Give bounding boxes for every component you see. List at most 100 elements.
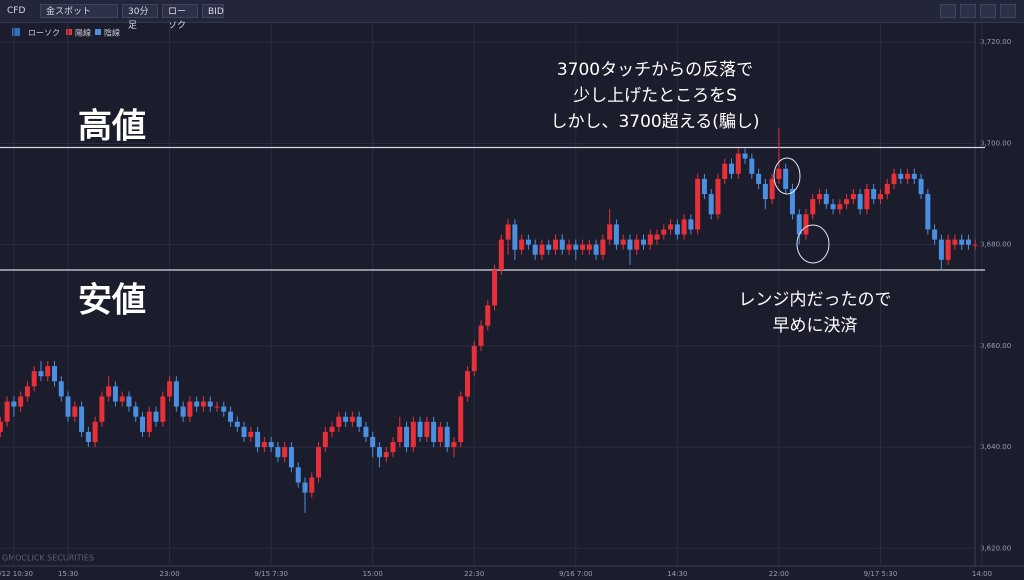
y-tick-label: 3,660.00 (980, 342, 1011, 350)
candle-body (837, 204, 843, 210)
timeframe-select[interactable]: 30分足 (122, 4, 158, 31)
candle-body (830, 204, 836, 210)
candle-body (613, 224, 619, 245)
price-type-select[interactable]: BID (202, 4, 224, 18)
candle-body (674, 224, 680, 235)
candle-body (783, 168, 789, 189)
candle-body (539, 244, 545, 255)
candle-body (397, 426, 403, 443)
legend-up: 陽線 (75, 28, 91, 38)
market: CFD (7, 6, 26, 16)
candle-body (187, 401, 193, 417)
candle-body (620, 239, 626, 245)
candle-body (478, 325, 484, 346)
candle-body (580, 244, 586, 250)
candle-body (45, 366, 51, 377)
candle-body (207, 401, 213, 407)
candle-body (167, 381, 173, 397)
candle-body (796, 214, 802, 235)
candle-body (898, 173, 904, 179)
candle-body (817, 194, 823, 200)
candle-body (762, 183, 768, 200)
candle-body (505, 224, 511, 240)
candle-body (634, 239, 640, 250)
tool-button[interactable] (960, 4, 976, 18)
candle-body (810, 199, 816, 215)
candle-body (119, 396, 125, 402)
candle-body (972, 244, 978, 246)
candle-body (911, 173, 917, 179)
candle-body (918, 178, 924, 195)
candle-body (356, 416, 362, 427)
candle-body (99, 396, 105, 422)
x-tick-label: 9/17 5:30 (864, 570, 898, 578)
tool-button[interactable] (940, 4, 956, 18)
watermark: GMOCLICK SECURITIES (2, 554, 94, 563)
x-tick-label: 9/12 10:30 (0, 570, 33, 578)
candle-body (160, 396, 166, 422)
candle-body (126, 396, 132, 407)
candle-body (0, 421, 3, 432)
candle-body (133, 406, 139, 417)
candle-body (654, 234, 660, 240)
candle-body (146, 411, 152, 432)
candle-body (647, 234, 653, 245)
candle-body (586, 244, 592, 250)
candle-body (92, 421, 98, 443)
candle-body (938, 239, 944, 260)
tool-button[interactable] (1000, 4, 1016, 18)
candle-body (295, 467, 301, 483)
candle-body (349, 416, 355, 422)
candle-body (437, 426, 443, 443)
candle-body (417, 421, 423, 437)
candle-body (850, 194, 856, 200)
style-select[interactable]: ローソク (162, 4, 198, 31)
candle-body (228, 411, 234, 422)
candle-body (4, 401, 10, 422)
candle-body (607, 224, 613, 240)
candle-body (803, 214, 809, 235)
candle-body (891, 173, 897, 184)
candle-body (668, 224, 674, 230)
candle-body (749, 158, 755, 174)
candle-body (431, 421, 437, 443)
candle-body (31, 371, 37, 387)
candle-body (884, 183, 890, 195)
candle-body (322, 431, 328, 448)
legend-swatch (66, 29, 72, 35)
annotation: しかし、3700超える(騙し) (550, 112, 759, 132)
candle-body (905, 173, 911, 179)
symbol-select[interactable]: 金スポット (40, 4, 118, 18)
candle-body (65, 396, 71, 417)
candle-body (776, 168, 782, 179)
y-tick-label: 3,680.00 (980, 241, 1011, 249)
candle-body (261, 442, 267, 448)
candle-body (112, 386, 118, 402)
candle-body (194, 401, 200, 407)
tool-button[interactable] (980, 4, 996, 18)
annotation: レンジ内だったので (739, 290, 892, 310)
candle-body (959, 239, 965, 245)
candle-body (769, 178, 775, 200)
level-label: 安値 (78, 281, 146, 321)
candle-body (153, 411, 159, 422)
annotation: 早めに決済 (773, 316, 858, 336)
candle-body (708, 194, 714, 215)
candle-body (376, 447, 382, 458)
candle-body (756, 173, 762, 184)
candle-body (952, 239, 958, 245)
candle-body (451, 442, 457, 448)
x-tick-label: 9/16 7:00 (559, 570, 593, 578)
y-tick-label: 3,620.00 (980, 544, 1011, 552)
x-tick-label: 9/15 7:30 (254, 570, 288, 578)
candle-body (945, 239, 951, 260)
candle-body (525, 239, 531, 245)
candle-body (722, 163, 728, 179)
candle-body (701, 178, 707, 195)
candle-body (932, 229, 938, 240)
highlight-circle (773, 157, 801, 195)
candle-body (221, 406, 227, 412)
candle-body (695, 178, 701, 230)
x-tick-label: 15:30 (58, 570, 78, 578)
